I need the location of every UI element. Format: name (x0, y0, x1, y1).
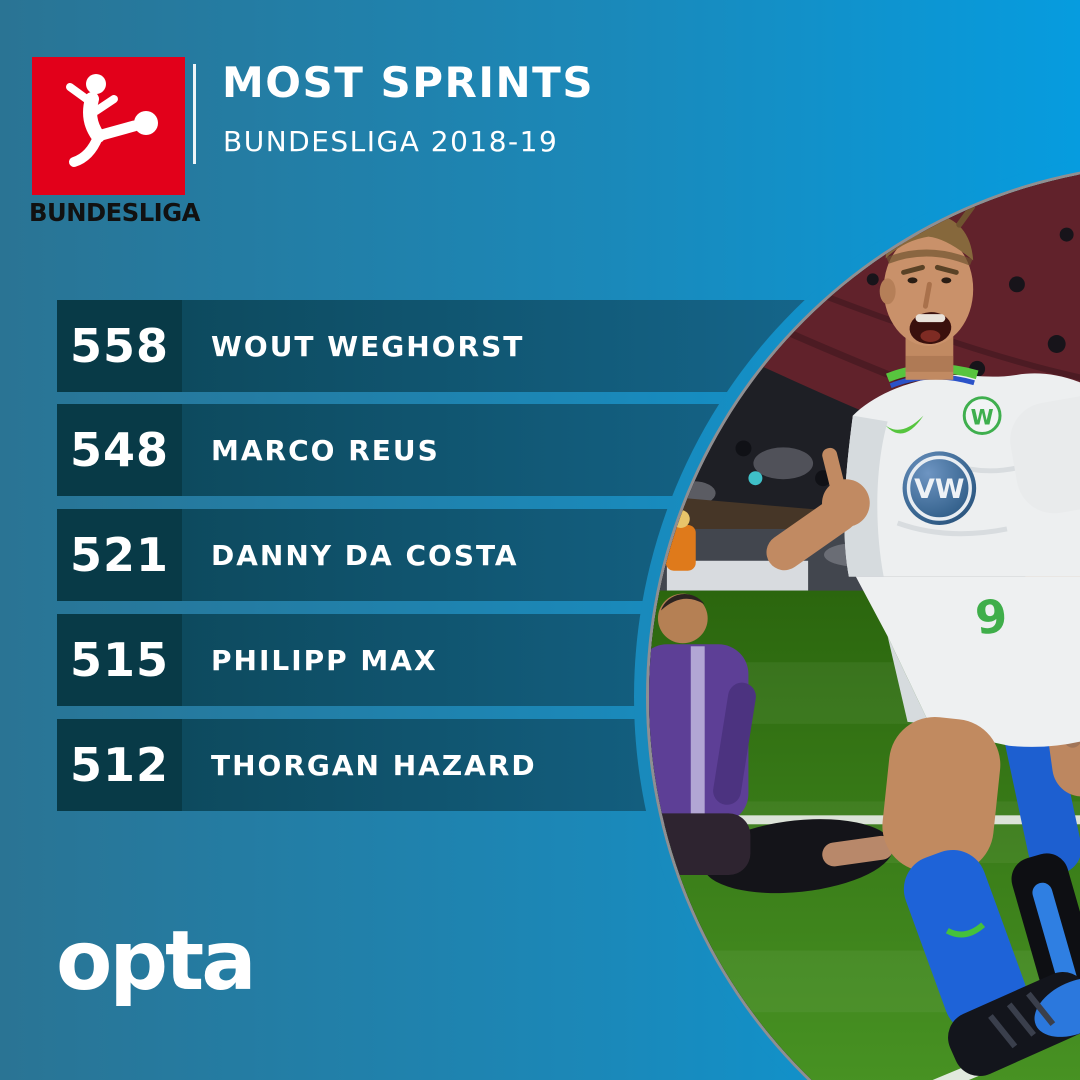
nike-swoosh-icon (885, 415, 924, 434)
shorts-number: 9 (973, 589, 1010, 645)
page-subtitle: BUNDESLIGA 2018-19 (223, 125, 559, 158)
opta-logo: opta (56, 914, 257, 1009)
bundesliga-logo (32, 57, 185, 195)
front-thigh (882, 717, 1001, 874)
bundesliga-wordmark: BUNDESLIGA (29, 198, 200, 227)
shirt-sponsor-logo: VW (902, 451, 977, 525)
sprint-count: 512 (57, 719, 182, 811)
sprint-count: 521 (57, 509, 182, 601)
kicking-player-icon (66, 74, 158, 167)
shorts (855, 576, 1080, 747)
header-divider (193, 64, 196, 164)
sprint-count: 515 (57, 614, 182, 706)
page-title: MOST SPRINTS (222, 58, 595, 107)
goalkeeper-figure (649, 593, 756, 875)
front-boot (948, 971, 1080, 1077)
pointing-arm (766, 447, 870, 571)
club-badge-icon: W (962, 396, 1002, 435)
main-player-figure: W VW 9 (766, 188, 1080, 1077)
sprint-count: 558 (57, 300, 182, 392)
sleeve (1010, 393, 1080, 514)
svg-text:W: W (971, 406, 994, 430)
steward-figure (665, 524, 696, 571)
pitch-line (649, 815, 1080, 825)
sprint-count: 548 (57, 404, 182, 496)
front-sock (903, 849, 1027, 1034)
player-photo: W VW 9 (646, 162, 1080, 1080)
background-player-figure (649, 1016, 743, 1080)
svg-text:VW: VW (914, 474, 964, 505)
player-photo-illustration: W VW 9 (649, 165, 1080, 1080)
